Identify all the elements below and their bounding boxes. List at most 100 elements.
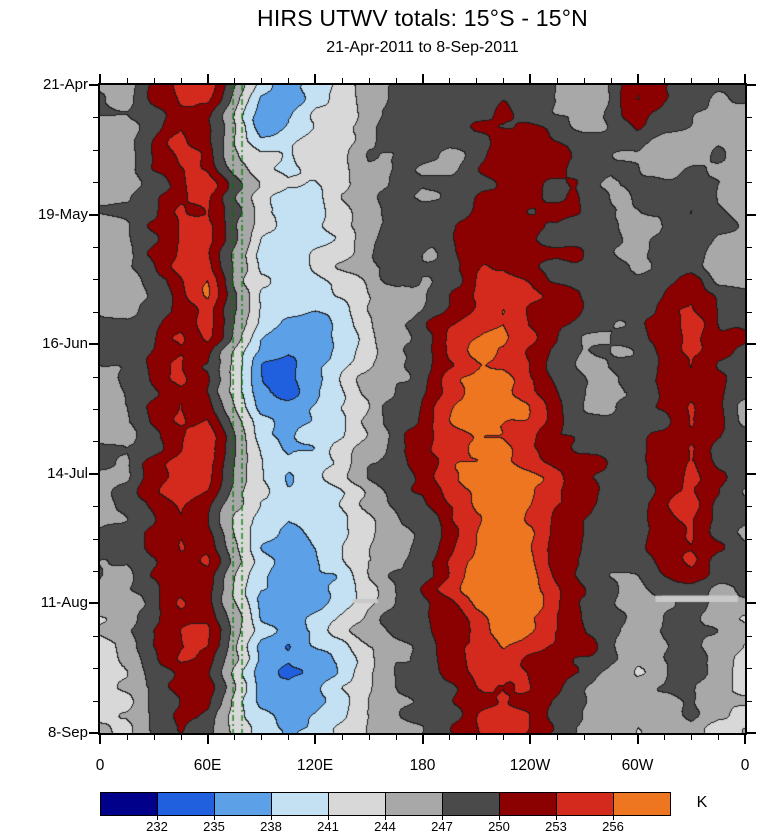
y-axis-minor-tick	[747, 506, 752, 508]
x-axis-minor-tick	[664, 735, 666, 740]
x-axis-minor-tick	[610, 735, 612, 740]
y-tick-label: 11-Aug	[40, 594, 88, 612]
x-tick-label: 0	[95, 757, 105, 774]
colorbar-tick-label: 235	[203, 819, 225, 834]
x-axis-major-tick	[421, 735, 424, 744]
x-axis-major-tick	[744, 735, 746, 744]
y-axis-minor-tick	[93, 311, 98, 313]
x-axis-minor-tick	[395, 78, 397, 83]
y-axis-major-tick	[747, 343, 756, 346]
x-axis-minor-tick	[261, 78, 263, 83]
x-axis-minor-tick	[288, 735, 290, 740]
x-tick-label: 120W	[509, 757, 551, 774]
colorbar-cell	[614, 793, 670, 815]
x-tick-label: 120E	[296, 757, 334, 774]
y-axis-minor-tick	[93, 700, 98, 702]
y-tick-label: 16-Jun	[42, 335, 88, 353]
y-axis-major-tick	[89, 343, 98, 346]
y-axis-major-tick	[89, 602, 98, 605]
x-axis-minor-tick	[234, 78, 236, 83]
y-axis-minor-tick	[93, 409, 98, 410]
y-axis-minor-tick	[93, 571, 98, 572]
x-axis-minor-tick	[368, 735, 370, 740]
x-axis-major-tick	[99, 735, 101, 744]
x-axis-minor-tick	[476, 78, 478, 83]
x-axis-minor-tick	[503, 78, 505, 83]
x-axis-minor-tick	[153, 78, 155, 83]
x-axis-major-tick	[529, 74, 531, 83]
x-axis-minor-tick	[341, 78, 343, 83]
x-tick-label: 60W	[621, 757, 654, 774]
chart-subtitle: 21-Apr-2011 to 8-Sep-2011	[326, 39, 519, 56]
colorbar-boundary-tick	[385, 815, 386, 820]
x-axis-minor-tick	[556, 78, 558, 83]
y-tick-label: 19-May	[37, 205, 88, 223]
x-axis-major-tick	[314, 74, 316, 83]
y-tick-label: 14-Jul	[47, 464, 88, 482]
x-axis-minor-tick	[368, 78, 370, 83]
colorbar-boundary-tick	[556, 815, 557, 820]
x-axis-major-tick	[206, 735, 209, 744]
colorbar-tick-label: 238	[260, 819, 282, 834]
colorbar-cell	[500, 793, 557, 815]
x-axis-minor-tick	[180, 78, 182, 83]
colorbar-boundary-tick	[442, 815, 443, 820]
colorbar-tick-label: 232	[146, 819, 168, 834]
colorbar-boundary-tick	[328, 815, 329, 820]
colorbar-cell	[386, 793, 443, 815]
x-axis-minor-tick	[261, 735, 263, 740]
x-axis-major-tick	[314, 735, 316, 744]
x-axis-minor-tick	[180, 735, 182, 740]
y-axis-minor-tick	[747, 635, 752, 637]
y-axis-minor-tick	[747, 668, 752, 670]
y-axis-major-tick	[747, 602, 756, 605]
x-axis-minor-tick	[691, 78, 693, 83]
x-axis-major-tick	[744, 74, 746, 83]
x-axis-minor-tick	[556, 735, 558, 740]
y-axis-minor-tick	[93, 149, 98, 151]
x-axis-minor-tick	[718, 735, 720, 740]
x-axis-minor-tick	[126, 735, 128, 740]
x-axis-major-tick	[99, 74, 101, 83]
x-axis-minor-tick	[449, 735, 451, 740]
x-axis-major-tick	[636, 74, 639, 83]
y-axis-minor-tick	[93, 506, 98, 508]
x-axis-minor-tick	[234, 735, 236, 740]
colorbar-cell	[443, 793, 500, 815]
colorbar-boundary-tick	[157, 815, 158, 820]
x-tick-label: 180	[409, 757, 436, 774]
x-axis-minor-tick	[664, 78, 666, 83]
x-axis-minor-tick	[153, 735, 155, 740]
x-axis-minor-tick	[476, 735, 478, 740]
y-axis-minor-tick	[93, 668, 98, 670]
x-axis-major-tick	[636, 735, 639, 744]
x-axis-major-tick	[206, 74, 209, 83]
x-axis-minor-tick	[395, 735, 397, 740]
colorbar-boundary-tick	[271, 815, 272, 820]
colorbar-cell	[329, 793, 386, 815]
y-axis-minor-tick	[747, 700, 752, 702]
y-axis-minor-tick	[747, 117, 752, 119]
chart-title: HIRS UTWV totals: 15°S - 15°N	[257, 5, 588, 31]
y-axis-minor-tick	[747, 376, 752, 378]
colorbar-cell	[272, 793, 329, 815]
x-axis-minor-tick	[126, 78, 128, 83]
colorbar-tick-label: 247	[431, 819, 453, 834]
colorbar-cell	[557, 793, 614, 815]
colorbar-boundary-tick	[214, 815, 215, 820]
y-axis-major-tick	[89, 472, 98, 475]
y-axis-minor-tick	[747, 182, 752, 184]
x-axis-minor-tick	[610, 78, 612, 83]
y-axis-major-tick	[747, 472, 756, 475]
colorbar-boundary-tick	[613, 815, 614, 820]
colorbar-cell	[215, 793, 272, 815]
y-tick-label: 8-Sep	[47, 724, 88, 741]
colorbar-cell	[158, 793, 215, 815]
colorbar-tick-label: 241	[317, 819, 339, 834]
y-axis-major-tick	[89, 213, 98, 216]
y-tick-label: 21-Apr	[42, 76, 88, 93]
colorbar-tick-label: 253	[545, 819, 567, 834]
colorbar-unit-label: K	[696, 794, 708, 811]
y-axis-minor-tick	[747, 311, 752, 313]
